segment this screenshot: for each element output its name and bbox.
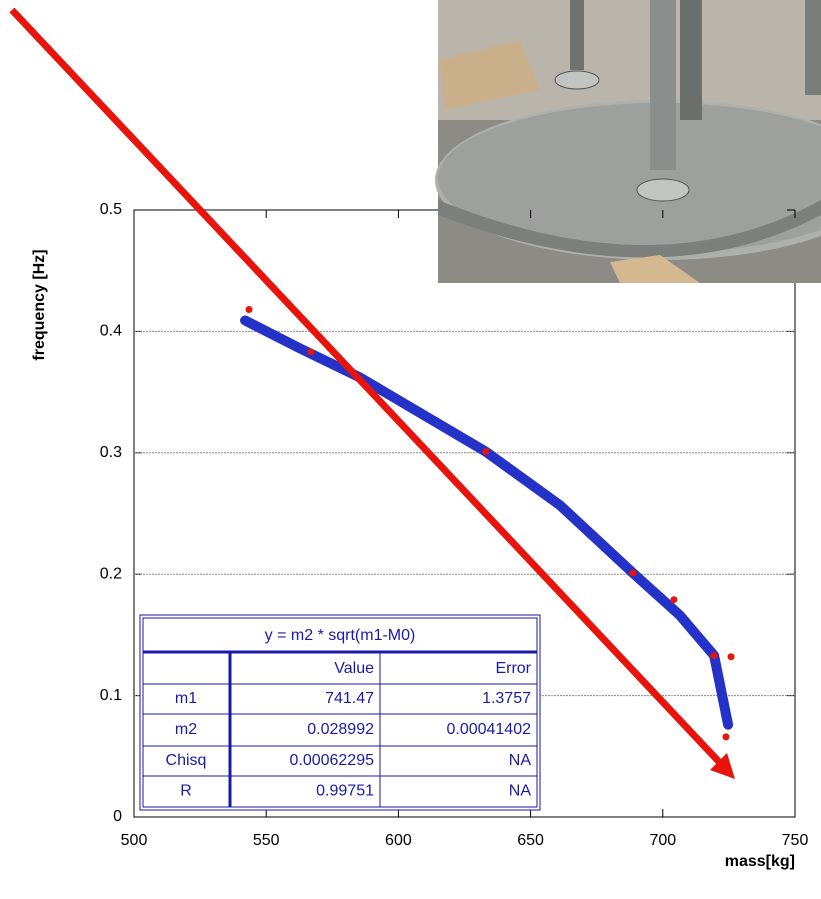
x-tick-label: 700 [649,832,676,849]
table-param: m2 [175,721,197,738]
y-tick-label: 0.1 [100,687,122,704]
table-error: NA [509,752,532,769]
data-point [629,569,637,577]
data-point [727,653,735,661]
fit-table: y = m2 * sqrt(m1-M0) Value Error m1 741.47 1.… [139,614,541,811]
data-point [482,448,490,456]
x-tick-label: 550 [253,832,280,849]
table-param: Chisq [166,752,207,769]
table-param: m1 [175,690,197,707]
data-point [710,652,718,660]
fit-curve [240,315,734,730]
table-error: NA [509,783,532,800]
data-point [670,596,678,604]
y-tick-label: 0.2 [100,565,122,582]
photo [435,0,821,283]
table-error: 0.00041402 [446,721,531,738]
data-point [307,348,315,356]
y-axis-label: frequency [Hz] [31,249,48,360]
arrow [9,7,725,768]
x-tick-label: 650 [517,832,544,849]
y-tick-label: 0 [113,808,122,825]
table-value: 741.47 [325,690,374,707]
table-value: 0.99751 [316,783,374,800]
table-param: R [180,783,192,800]
table-title: y = m2 * sqrt(m1-M0) [265,627,416,644]
data-point [722,733,730,741]
table-value: 0.00062295 [289,752,374,769]
x-tick-label: 750 [782,832,809,849]
table-header: Error [495,660,531,677]
y-tick-label: 0.4 [100,323,122,340]
table-error: 1.3757 [482,690,531,707]
y-tick-label: 0.3 [100,444,122,461]
x-tick-label: 500 [121,832,148,849]
x-tick-label: 600 [385,832,412,849]
x-axis-label: mass[kg] [725,853,795,870]
table-value: 0.028992 [307,721,374,738]
table-header: Value [334,660,374,677]
arrow-head [710,753,735,779]
y-tick-label: 0.5 [100,201,122,218]
data-point [245,306,253,314]
